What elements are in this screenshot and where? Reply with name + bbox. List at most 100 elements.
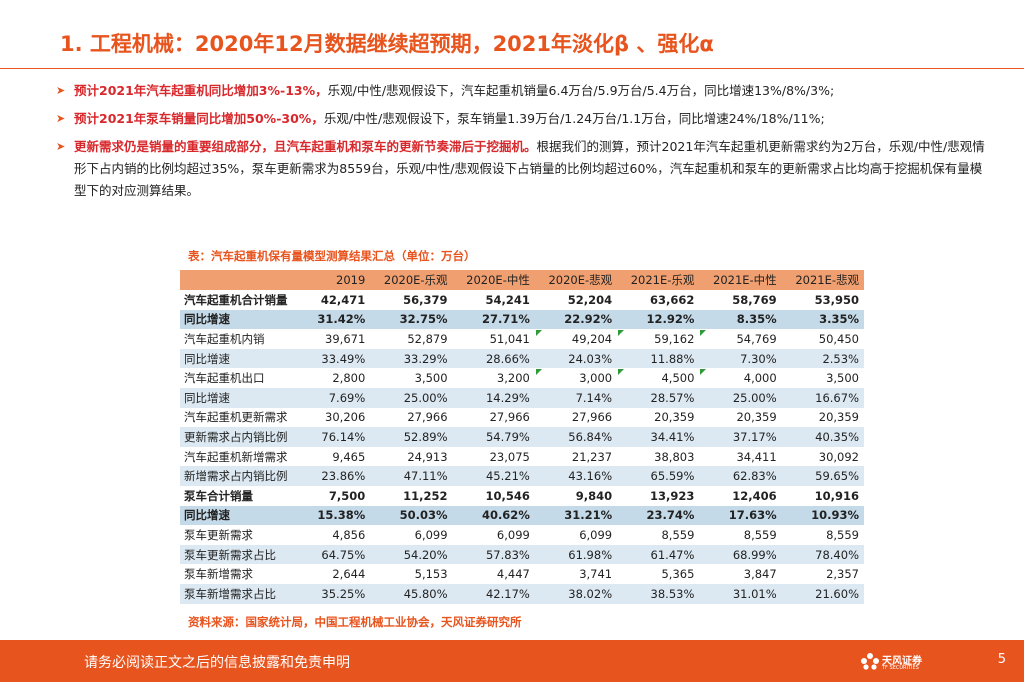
- cell-value: 28.66%: [485, 351, 530, 366]
- cell-value: 11.88%: [650, 351, 695, 366]
- row-label: 汽车起重机出口: [180, 368, 306, 388]
- table-cell: 3,741: [534, 564, 618, 584]
- table-cell: 54.20%: [370, 544, 453, 565]
- page-number: 5: [997, 652, 1006, 667]
- table-cell: 27,966: [370, 407, 453, 428]
- cell-value: 28.57%: [650, 390, 695, 405]
- table-cell: 3,847: [699, 564, 782, 584]
- bullet-list: ➤ 预计2021年汽车起重机同比增加3%-13%，乐观/中性/悲观假设下，汽车起…: [56, 80, 986, 208]
- cell-value: 38,803: [654, 449, 695, 464]
- table-cell: 32.75%: [370, 309, 453, 330]
- cell-value: 45.21%: [485, 469, 530, 484]
- cell-value: 25.00%: [732, 390, 777, 405]
- cell-value: 30,206: [325, 410, 366, 425]
- cell-value: 78.40%: [815, 547, 859, 562]
- table-cell: 6,099: [370, 525, 453, 545]
- table-cell: 45.80%: [370, 583, 453, 604]
- table-row: 泵车新增需求占比 35.25% 45.80% 42.17% 38.02% 38.53% 31…: [180, 583, 864, 604]
- cell-value: 59,162: [654, 331, 695, 346]
- table-cell: 9,465: [305, 446, 371, 467]
- cell-value: 31.42%: [317, 312, 366, 327]
- cell-value: 43.16%: [568, 469, 613, 484]
- table-cell: 45.21%: [452, 466, 535, 486]
- table-cell: 4,000: [699, 368, 782, 388]
- cell-value: 32.75%: [399, 312, 448, 327]
- cell-value: 20,359: [736, 410, 777, 425]
- table-cell: 54,241: [452, 290, 535, 310]
- row-label: 泵车合计销量: [180, 485, 306, 506]
- table-cell: 5,365: [617, 564, 700, 584]
- table-cell: 61.98%: [534, 544, 618, 565]
- cell-value: 27.71%: [481, 312, 530, 327]
- table-header-cell: 2021E-悲观: [781, 270, 864, 290]
- table-cell: 51,041: [452, 329, 535, 349]
- cell-value: 10.93%: [811, 508, 859, 523]
- row-label: 汽车起重机新增需求: [180, 446, 306, 467]
- table-header-cell: 2020E-悲观: [534, 270, 618, 290]
- table-cell: 56,379: [370, 290, 453, 310]
- table-cell: 8.35%: [699, 309, 782, 330]
- cell-value: 59.65%: [815, 469, 859, 484]
- table-cell: 37.17%: [699, 427, 782, 447]
- cell-value: 27,966: [407, 410, 448, 425]
- row-label: 泵车新增需求占比: [180, 583, 306, 604]
- logo-name: 天风证券: [882, 656, 922, 667]
- cell-value: 22.92%: [564, 312, 613, 327]
- table-cell: 42.17%: [452, 583, 535, 604]
- table-cell: 2,644: [305, 564, 371, 584]
- flower-logo-icon: [861, 653, 879, 670]
- company-logo: 天风证券 TF SECURITIES: [860, 648, 930, 676]
- table-cell: 4,856: [305, 525, 371, 545]
- bullet-text: 乐观/中性/悲观假设下，汽车起重机销量6.4万台/5.9万台/5.4万台，同比增…: [327, 83, 835, 98]
- cell-value: 25.00%: [403, 390, 448, 405]
- table-cell: 23.74%: [617, 505, 700, 526]
- table-cell: 59.65%: [781, 466, 864, 486]
- table-cell: 25.00%: [370, 387, 453, 408]
- table-cell: 54.79%: [452, 427, 535, 447]
- cell-flag-icon: [535, 330, 542, 337]
- cell-value: 5,365: [661, 567, 695, 582]
- title-divider: [0, 68, 1024, 69]
- cell-value: 3,741: [579, 567, 613, 582]
- data-table: 2019 2020E-乐观 2020E-中性 2020E-悲观 2021E-乐观 2021…: [180, 270, 864, 604]
- cell-value: 33.49%: [321, 351, 366, 366]
- cell-value: 7.30%: [740, 351, 777, 366]
- table-cell: 10,546: [452, 485, 535, 506]
- table-cell: 31.21%: [534, 505, 618, 526]
- table-cell: 4,447: [452, 564, 535, 584]
- cell-value: 12,406: [732, 488, 777, 503]
- table-cell: 42,471: [305, 290, 371, 310]
- cell-value: 8,559: [826, 527, 859, 542]
- cell-value: 5,153: [414, 567, 448, 582]
- cell-value: 52.89%: [403, 429, 448, 444]
- table-cell: 57.83%: [452, 544, 535, 565]
- cell-value: 2.53%: [822, 351, 859, 366]
- table-cell: 10,916: [781, 485, 864, 506]
- cell-value: 7,500: [328, 488, 366, 503]
- cell-value: 61.47%: [650, 547, 695, 562]
- cell-value: 23,075: [489, 449, 530, 464]
- table-cell: 34.41%: [617, 427, 700, 447]
- cell-value: 30,092: [818, 449, 859, 464]
- cell-value: 8,559: [743, 527, 777, 542]
- cell-value: 3.35%: [819, 312, 859, 327]
- table-cell: 30,206: [305, 407, 371, 428]
- table-cell: 12,406: [699, 485, 782, 506]
- table-row: 泵车更新需求占比 64.75% 54.20% 57.83% 61.98% 61.47% 68…: [180, 544, 864, 565]
- table-row: 同比增速 31.42% 32.75% 27.71% 22.92% 12.92% 8.35% 3…: [180, 309, 864, 330]
- cell-value: 11,252: [403, 488, 448, 503]
- cell-value: 35.25%: [321, 586, 366, 601]
- logo-subtitle: TF SECURITIES: [882, 665, 919, 671]
- table-row: 汽车起重机新增需求 9,465 24,913 23,075 21,237 38,803 34…: [180, 446, 864, 467]
- table-cell: 2.53%: [781, 348, 864, 369]
- cell-value: 27,966: [571, 410, 613, 425]
- table-row: 新增需求占内销比例 23.86% 47.11% 45.21% 43.16% 65.59% 6…: [180, 466, 864, 486]
- cell-value: 54.79%: [485, 429, 530, 444]
- row-label: 更新需求占内销比例: [180, 427, 306, 447]
- cell-value: 56,379: [403, 292, 448, 307]
- table-row: 汽车起重机更新需求 30,206 27,966 27,966 27,966 20,359 2…: [180, 407, 864, 428]
- table-cell: 53,950: [781, 290, 864, 310]
- footer-bar: 请务必阅读正文之后的信息披露和免责申明 天风证券 TF SECURITIES 5: [0, 640, 1024, 682]
- cell-value: 52,879: [407, 331, 448, 346]
- cell-value: 50.03%: [399, 508, 448, 523]
